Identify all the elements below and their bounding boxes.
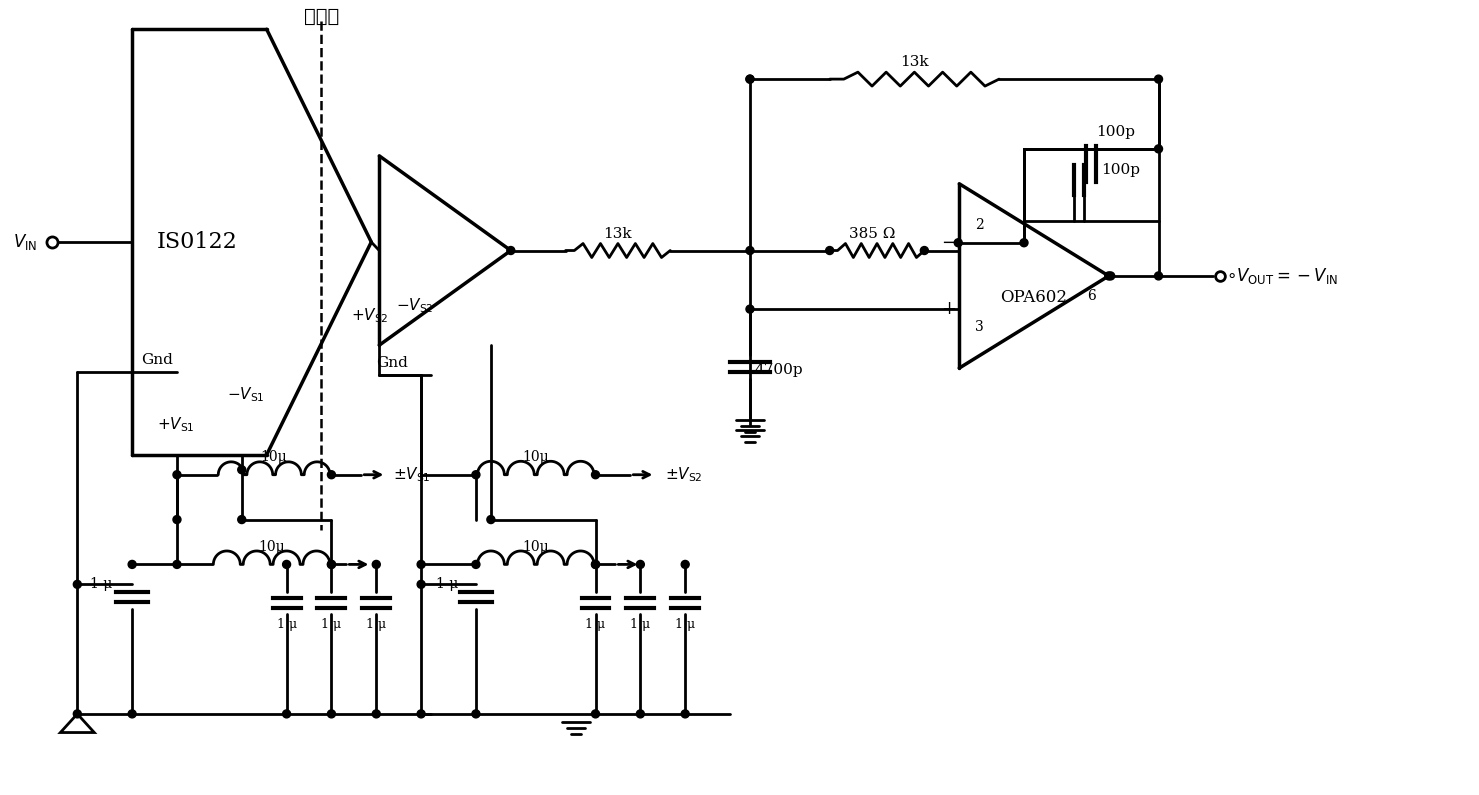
Text: 385 Ω: 385 Ω [849,227,895,241]
Circle shape [592,710,599,718]
Text: 100p: 100p [1100,163,1140,176]
Circle shape [238,516,246,524]
Circle shape [373,710,380,718]
Text: $-V_{\rm S2}$: $-V_{\rm S2}$ [396,296,433,315]
Circle shape [173,471,180,479]
Circle shape [472,471,479,479]
Circle shape [1155,76,1162,83]
Text: 1 μ: 1 μ [436,577,458,591]
Text: 10μ: 10μ [522,541,549,554]
Text: 1 μ: 1 μ [90,577,112,591]
Text: $\pm V_{\rm S1}$: $\pm V_{\rm S1}$ [393,465,430,484]
Circle shape [745,305,754,313]
Text: $V_{\rm IN}$: $V_{\rm IN}$ [13,232,37,252]
Circle shape [682,710,689,718]
Circle shape [1021,238,1028,246]
Text: $+V_{\rm S2}$: $+V_{\rm S2}$ [352,306,389,324]
Circle shape [74,710,81,718]
Text: 13k: 13k [901,55,929,69]
Circle shape [74,580,81,588]
Text: $-V_{\rm S1}$: $-V_{\rm S1}$ [226,386,265,405]
Circle shape [1155,272,1162,280]
Circle shape [417,560,424,568]
Text: $+V_{\rm S1}$: $+V_{\rm S1}$ [157,416,195,434]
Text: 100p: 100p [1096,125,1134,139]
Circle shape [417,710,424,718]
Text: 1 μ: 1 μ [367,618,386,630]
Circle shape [472,560,479,568]
Text: 1 μ: 1 μ [674,618,695,630]
Text: 10μ: 10μ [522,450,549,463]
Text: 1 μ: 1 μ [277,618,297,630]
Circle shape [636,560,645,568]
Circle shape [487,516,495,524]
Circle shape [327,710,336,718]
Circle shape [327,560,336,568]
Circle shape [745,76,754,83]
Circle shape [592,560,599,568]
Circle shape [682,560,689,568]
Text: $\circ V_{\rm OUT}=-V_{\rm IN}$: $\circ V_{\rm OUT}=-V_{\rm IN}$ [1226,266,1338,286]
Text: +: + [941,300,957,318]
Text: $\pm V_{\rm S2}$: $\pm V_{\rm S2}$ [666,465,703,484]
Text: Gnd: Gnd [141,353,173,367]
Text: 10μ: 10μ [259,541,285,554]
Circle shape [1155,145,1162,153]
Circle shape [954,238,963,246]
Text: 隔离栅: 隔离栅 [303,8,339,26]
Text: 1 μ: 1 μ [630,618,651,630]
Circle shape [173,560,180,568]
Circle shape [745,246,754,254]
Text: 2: 2 [975,218,984,232]
Circle shape [327,560,336,568]
Text: 3: 3 [975,320,984,334]
Circle shape [592,471,599,479]
Circle shape [507,246,515,254]
Circle shape [282,560,290,568]
Text: OPA602: OPA602 [1000,289,1068,306]
Circle shape [238,466,246,474]
Text: 6: 6 [1087,289,1096,303]
Circle shape [373,560,380,568]
Text: −: − [941,234,957,252]
Text: Gnd: Gnd [376,356,408,370]
Circle shape [173,516,180,524]
Circle shape [129,560,136,568]
Circle shape [129,710,136,718]
Circle shape [472,710,479,718]
Text: 4700p: 4700p [754,363,803,377]
Circle shape [825,246,834,254]
Circle shape [1106,272,1115,280]
Circle shape [417,580,424,588]
Circle shape [327,471,336,479]
Text: 13k: 13k [603,227,632,241]
Circle shape [282,710,290,718]
Text: 1 μ: 1 μ [586,618,605,630]
Text: IS0122: IS0122 [157,231,237,253]
Circle shape [592,560,599,568]
Circle shape [920,246,929,254]
Circle shape [636,710,645,718]
Circle shape [745,76,754,83]
Text: 10μ: 10μ [260,450,287,463]
Circle shape [1105,272,1112,280]
Text: 1 μ: 1 μ [321,618,342,630]
